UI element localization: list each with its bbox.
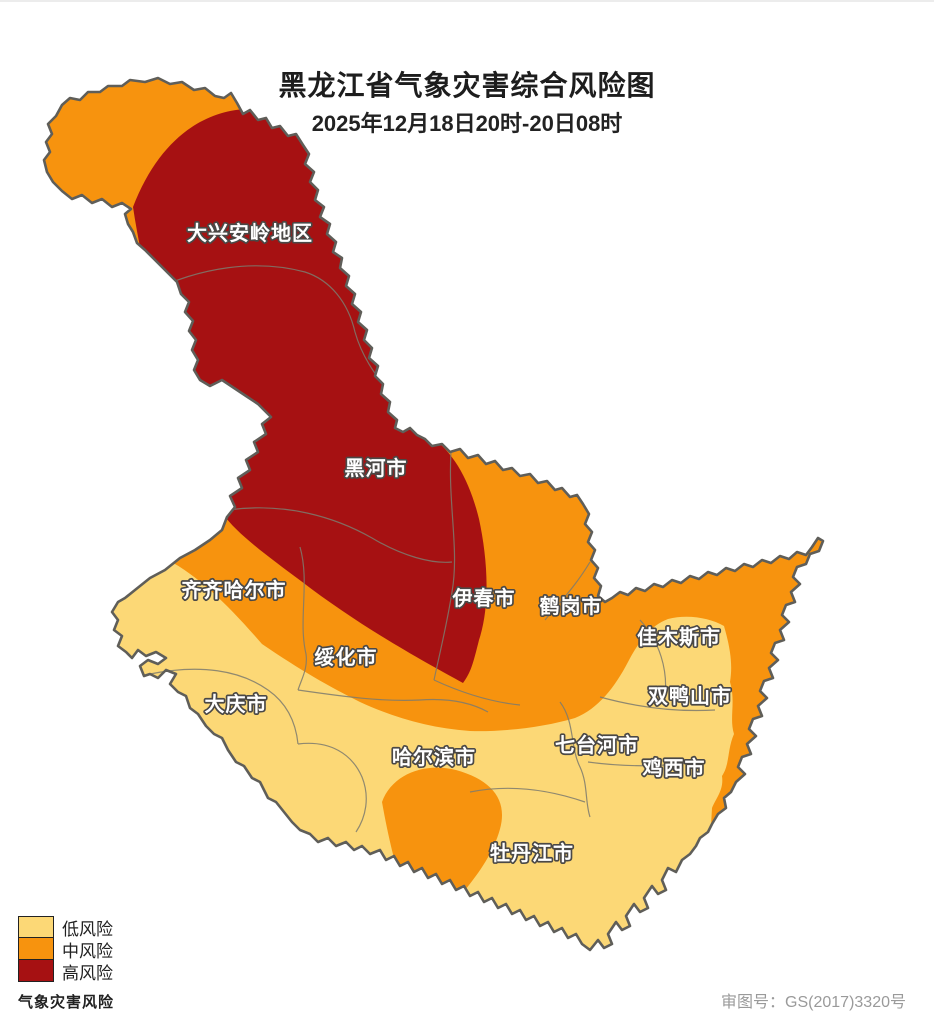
region-high-risk bbox=[133, 109, 487, 683]
page-subtitle: 2025年12月18日20时-20日08时 bbox=[311, 111, 623, 136]
city-labels: 大兴安岭地区 黑河市 齐齐哈尔市 伊春市 鹤岗市 绥化市 佳木斯市 双鸭山市 大… bbox=[180, 219, 733, 866]
risk-legend: 低风险 中风险 高风险 气象灾害风险 bbox=[18, 916, 114, 1012]
label-qiqihaer: 齐齐哈尔市 bbox=[182, 578, 287, 602]
legend-label-low: 低风险 bbox=[62, 919, 113, 939]
medium-risk-swatch bbox=[18, 938, 54, 960]
label-hegang: 鹤岗市 bbox=[540, 594, 603, 618]
label-haerbin: 哈尔滨市 bbox=[392, 745, 476, 769]
label-jixi: 鸡西市 bbox=[642, 756, 706, 780]
legend-item-high: 高风险 bbox=[18, 960, 114, 983]
high-risk-swatch bbox=[18, 960, 54, 982]
map-approval-number: 审图号：GS(2017)3320号 bbox=[721, 994, 906, 1011]
label-yichun: 伊春市 bbox=[452, 586, 516, 610]
label-jiamusi: 佳木斯市 bbox=[637, 625, 721, 649]
label-suihua: 绥化市 bbox=[315, 645, 378, 669]
label-shuangyashan: 双鸭山市 bbox=[648, 684, 732, 708]
label-mudanjiang: 牡丹江市 bbox=[490, 841, 574, 865]
legend-label-high: 高风险 bbox=[62, 963, 113, 983]
region-medium-risk-mudanjiang bbox=[382, 767, 503, 934]
legend-title: 气象灾害风险 bbox=[18, 994, 115, 1011]
city-boundaries bbox=[137, 265, 716, 833]
province-outline bbox=[42, 76, 825, 952]
label-daqing: 大庆市 bbox=[205, 692, 268, 716]
page-title: 黑龙江省气象灾害综合风险图 bbox=[278, 70, 656, 101]
label-qitaihe: 七台河市 bbox=[555, 733, 639, 757]
label-heihe: 黑河市 bbox=[345, 456, 408, 480]
low-risk-swatch bbox=[18, 916, 54, 938]
legend-label-medium: 中风险 bbox=[62, 941, 113, 961]
legend-item-medium: 中风险 bbox=[18, 938, 114, 961]
legend-item-low: 低风险 bbox=[18, 916, 114, 939]
label-daxinganling: 大兴安岭地区 bbox=[187, 221, 313, 245]
